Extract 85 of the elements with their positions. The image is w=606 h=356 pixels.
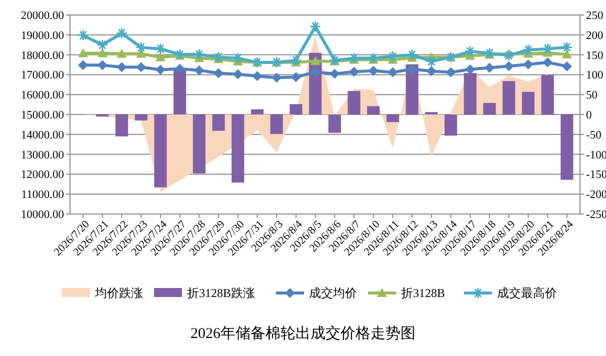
point [484,62,495,73]
y-tick-label: 10000.00 [20,209,64,222]
bar [367,106,380,114]
point [407,64,418,74]
legend-label: 成交最高价 [497,286,557,300]
bar [502,81,516,114]
y2-tick-label: 100 [586,70,604,82]
y2-tick-label: 50 [586,90,598,102]
bar [560,114,574,180]
y2-tick-label: -50 [586,129,602,142]
bar [212,114,225,131]
point [116,62,127,72]
y-tick-label: 20000.00 [20,10,64,22]
point [116,28,128,40]
bar [541,75,554,114]
legend-label: 均价跌涨 [94,286,143,300]
point [310,56,320,66]
point [368,66,378,76]
y2-tick-label: 200 [586,30,604,42]
y-tick-label: 15000.00 [20,110,64,122]
point [330,68,340,79]
point [252,71,262,82]
point [542,57,553,68]
y-tick-label: 13000.00 [20,149,64,162]
point [272,72,282,83]
point [446,67,456,78]
point [388,67,398,78]
point [310,67,320,78]
y-tick-label: 16000.00 [20,90,64,102]
legend-label: 折3128B跌涨 [187,286,256,300]
point [136,48,146,58]
y-tick-label: 17000.00 [20,70,64,82]
point [349,66,360,77]
bar [386,114,400,122]
legend-label: 折3128B [401,286,446,300]
y-tick-label: 19000.00 [20,30,64,42]
text: 2026年储备棉轮出成交价格走势图 [190,325,416,342]
bar [522,92,535,114]
point [174,64,185,74]
y-tick-label: 12000.00 [20,169,64,182]
point [503,50,515,62]
point [562,61,572,72]
point [78,60,88,70]
bar [444,114,458,136]
legend-label: 成交均价 [309,286,357,300]
bar [464,73,476,114]
y-tick-label: 14000.00 [20,129,64,142]
bar [154,114,167,188]
point [78,48,88,58]
bar [192,114,206,174]
point [426,66,436,76]
point [523,59,534,70]
point [97,60,108,70]
bar [115,114,128,136]
point [77,30,89,42]
y2-tick-label: 150 [586,50,604,62]
point [562,49,572,58]
point [214,68,224,78]
bar [174,68,186,114]
y2-tick-label: 0 [586,110,592,122]
point [116,48,127,58]
point [136,62,146,72]
point [465,64,476,74]
bar [250,109,264,114]
point [310,20,322,32]
point [194,65,204,76]
bar [328,114,341,133]
bar [232,114,244,183]
point [97,48,108,58]
bar [348,91,360,114]
point [96,39,108,51]
point [232,69,243,80]
bar [134,114,148,120]
point [290,72,301,82]
y-tick-label: 18000.00 [20,50,64,62]
bar [483,102,496,114]
point [426,56,438,68]
point [155,64,166,75]
bar [290,104,302,114]
y2-tick-label: 250 [586,10,604,22]
bar [406,64,418,114]
bar [270,114,283,134]
point [155,52,166,62]
point [504,61,514,72]
y-tick-label: 11000.00 [21,189,64,202]
